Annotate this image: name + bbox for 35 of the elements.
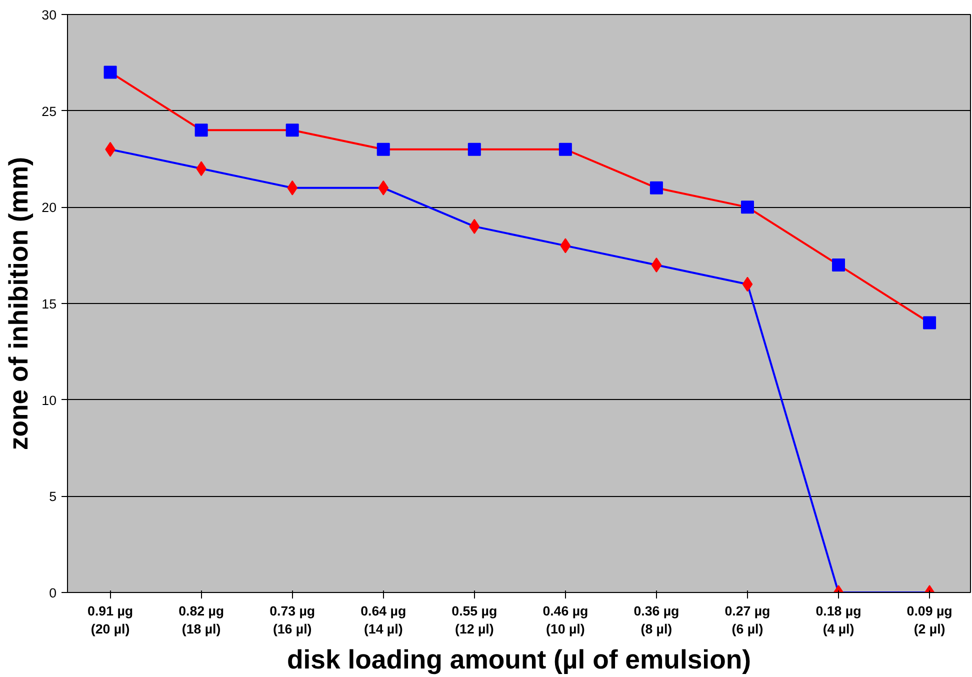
point (651, 257, 662, 272)
point (469, 218, 480, 234)
point (650, 181, 663, 194)
x-tick-label: 0.36 µg (8 µl) (634, 604, 680, 636)
x-tick-label: 0.09 µg (2 µl) (906, 604, 952, 636)
y-tick-label: 0 (49, 586, 57, 600)
x-tick-label: 0.91 µg (20 µl) (88, 604, 134, 636)
point (104, 66, 117, 79)
y-tick-label: 25 (42, 104, 57, 119)
point (923, 316, 936, 330)
x-tick-label: 0.27 µg (6 µl) (724, 604, 770, 636)
x-tick-label: 0.82 µg (18 µl) (178, 604, 224, 636)
point (194, 124, 208, 137)
y-tick-label: 20 (42, 200, 57, 216)
x-tick-label: 0.64 µg (14 µl) (360, 604, 406, 636)
x-tick-label: 0.18 µg (4 µl) (816, 604, 862, 636)
x-tick-label: 0.46 µg (10 µl) (542, 604, 588, 636)
point (558, 142, 572, 156)
point (560, 238, 571, 254)
point (287, 180, 298, 196)
y-tick-label: 15 (42, 296, 57, 312)
point (740, 200, 754, 214)
point (742, 276, 753, 292)
x-tick-label: 0.55 µg (12 µl) (452, 604, 498, 636)
point (832, 258, 846, 272)
y-tick-label: 30 (42, 8, 57, 22)
point (286, 124, 299, 137)
point (378, 180, 389, 196)
point (468, 142, 481, 156)
y-axis-title: zone of inhibition (mm) (4, 156, 34, 450)
x-tick-label: 0.73 µg (16 µl) (270, 604, 316, 636)
y-tick-label: 5 (49, 489, 57, 504)
y-tick-label: 10 (42, 392, 57, 408)
x-axis-title: disk loading amount (µl of emulsion) (286, 644, 752, 674)
point (376, 142, 390, 156)
